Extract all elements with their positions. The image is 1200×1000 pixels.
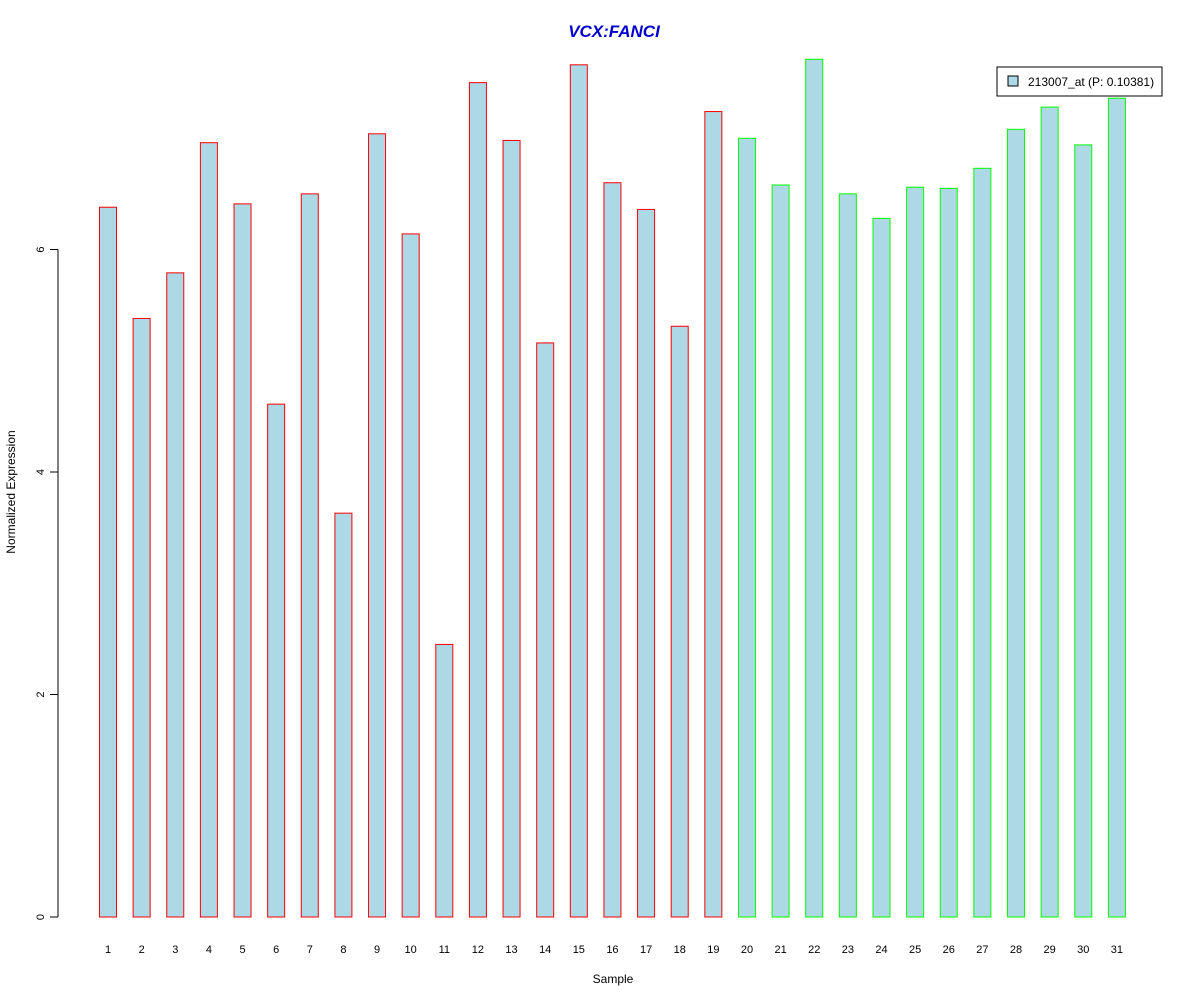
bar-11 bbox=[435, 643, 454, 918]
x-tick-label: 7 bbox=[307, 944, 313, 956]
bar-15 bbox=[569, 64, 588, 918]
bar-16 bbox=[603, 182, 622, 918]
x-tick-label: 8 bbox=[340, 944, 346, 956]
bar-25 bbox=[906, 186, 925, 918]
bar-17 bbox=[637, 208, 656, 918]
bars bbox=[99, 58, 1126, 918]
bar-5 bbox=[233, 203, 252, 918]
bar-21 bbox=[771, 184, 790, 918]
bar-7 bbox=[300, 193, 319, 918]
x-tick-label: 12 bbox=[472, 944, 484, 956]
x-tick-label: 6 bbox=[273, 944, 279, 956]
bar-19 bbox=[704, 111, 723, 918]
x-tick-label: 23 bbox=[842, 944, 854, 956]
bar-8 bbox=[334, 512, 353, 918]
x-tick-label: 27 bbox=[976, 944, 988, 956]
x-tick-label: 17 bbox=[640, 944, 652, 956]
x-tick-label: 15 bbox=[573, 944, 585, 956]
legend-label: 213007_at (P: 0.10381) bbox=[1028, 75, 1154, 89]
y-tick-label: 2 bbox=[35, 691, 47, 697]
x-axis-label: Sample bbox=[593, 972, 634, 986]
x-tick-label: 2 bbox=[139, 944, 145, 956]
x-tick-label: 9 bbox=[374, 944, 380, 956]
x-tick-label: 11 bbox=[439, 944, 450, 956]
chart-title: VCX:FANCI bbox=[568, 22, 661, 41]
x-tick-labels: 1 2 3 4 5 6 7 8 9 10 11 12 13 14 15 16 17 18 19 20 21 22 23 24 2… bbox=[105, 944, 1123, 956]
x-tick-label: 22 bbox=[808, 944, 820, 956]
bar-27 bbox=[973, 167, 992, 918]
bar-10 bbox=[401, 233, 420, 918]
x-tick-label: 26 bbox=[943, 944, 955, 956]
x-tick-label: 30 bbox=[1077, 944, 1089, 956]
bar-22 bbox=[805, 58, 824, 918]
bar-30 bbox=[1074, 144, 1093, 918]
x-tick-label: 25 bbox=[909, 944, 921, 956]
x-tick-label: 13 bbox=[505, 944, 517, 956]
bar-12 bbox=[468, 82, 487, 918]
bar-3 bbox=[166, 272, 185, 918]
y-axis-label: Normalized Expression bbox=[4, 430, 18, 553]
x-tick-label: 18 bbox=[674, 944, 686, 956]
x-tick-label: 31 bbox=[1111, 944, 1123, 956]
x-tick-label: 16 bbox=[606, 944, 618, 956]
bar-13 bbox=[502, 139, 521, 918]
bar-9 bbox=[368, 133, 387, 918]
bar-23 bbox=[838, 193, 857, 918]
x-tick-label: 1 bbox=[105, 944, 111, 956]
y-axis: 0 2 4 6 bbox=[35, 246, 59, 920]
bar-1 bbox=[99, 206, 117, 918]
y-tick-label: 6 bbox=[35, 246, 47, 252]
x-tick-label: 3 bbox=[172, 944, 178, 956]
bar-24 bbox=[872, 217, 891, 918]
bar-18 bbox=[670, 325, 689, 918]
x-tick-label: 10 bbox=[405, 944, 417, 956]
x-tick-label: 21 bbox=[774, 944, 786, 956]
x-tick-label: 14 bbox=[539, 944, 551, 956]
x-tick-label: 28 bbox=[1010, 944, 1022, 956]
bar-28 bbox=[1007, 128, 1026, 918]
bar-20 bbox=[737, 137, 756, 918]
bar-6 bbox=[267, 403, 286, 918]
bar-14 bbox=[536, 342, 555, 918]
bar-4 bbox=[199, 142, 218, 918]
x-tick-label: 19 bbox=[707, 944, 719, 956]
x-tick-label: 29 bbox=[1044, 944, 1056, 956]
legend-swatch bbox=[1007, 75, 1019, 87]
legend: 213007_at (P: 0.10381) bbox=[996, 66, 1163, 97]
x-tick-label: 4 bbox=[206, 944, 212, 956]
bar-31 bbox=[1107, 97, 1126, 918]
x-tick-label: 24 bbox=[875, 944, 887, 956]
x-tick-label: 5 bbox=[239, 944, 245, 956]
y-tick-label: 4 bbox=[35, 469, 47, 475]
y-tick-label: 0 bbox=[35, 914, 47, 920]
bar-29 bbox=[1040, 106, 1059, 918]
bar-2 bbox=[132, 317, 151, 918]
bar-26 bbox=[939, 187, 958, 918]
x-tick-label: 20 bbox=[741, 944, 753, 956]
legend-box bbox=[996, 66, 1163, 97]
